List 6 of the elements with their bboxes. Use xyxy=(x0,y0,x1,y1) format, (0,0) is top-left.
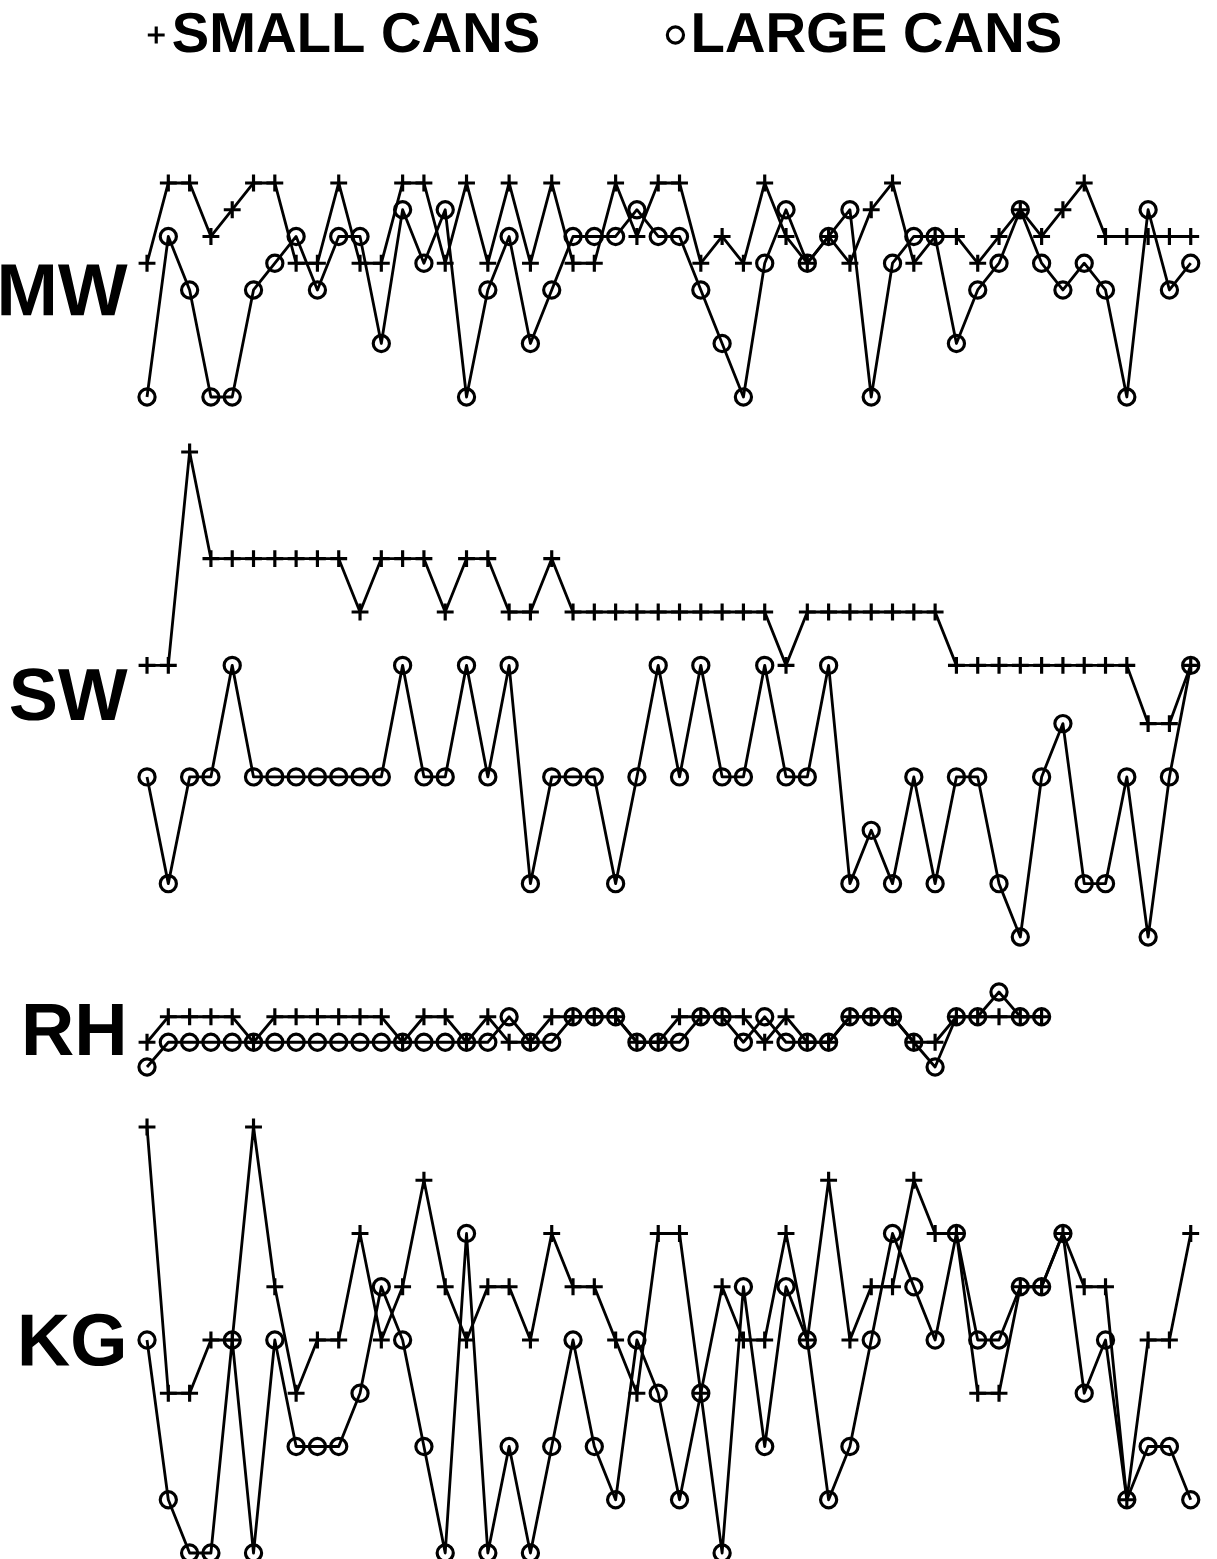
y-axis-title: SW xyxy=(10,668,128,721)
y-axis-title: KG xyxy=(21,1313,123,1367)
legend-label: SMALL CANS xyxy=(173,12,539,53)
legend-label: LARGE CANS xyxy=(694,12,1061,53)
y-axis-title: MW xyxy=(1,264,128,316)
y-axis-title: RH xyxy=(25,1004,123,1055)
